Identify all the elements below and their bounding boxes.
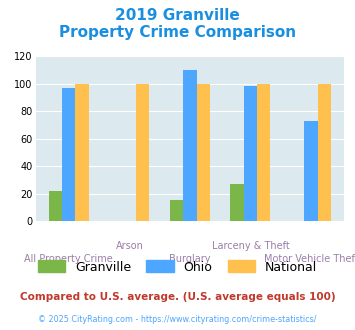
Bar [183, 70, 197, 221]
Text: © 2025 CityRating.com - https://www.cityrating.com/crime-statistics/: © 2025 CityRating.com - https://www.city… [38, 315, 317, 324]
Bar [197, 83, 210, 221]
Bar [230, 184, 244, 221]
Bar [318, 83, 331, 221]
Text: Motor Vehicle Theft: Motor Vehicle Theft [264, 254, 355, 264]
Text: Property Crime Comparison: Property Crime Comparison [59, 25, 296, 40]
Bar [136, 83, 149, 221]
Bar [257, 83, 271, 221]
Text: Burglary: Burglary [169, 254, 211, 264]
Bar [49, 191, 62, 221]
Legend: Granville, Ohio, National: Granville, Ohio, National [33, 255, 322, 279]
Bar [76, 83, 89, 221]
Bar [62, 88, 76, 221]
Bar [244, 86, 257, 221]
Text: 2019 Granville: 2019 Granville [115, 8, 240, 23]
Text: All Property Crime: All Property Crime [24, 254, 113, 264]
Bar [170, 200, 183, 221]
Text: Arson: Arson [115, 241, 143, 250]
Text: Larceny & Theft: Larceny & Theft [212, 241, 289, 250]
Bar [304, 121, 318, 221]
Text: Compared to U.S. average. (U.S. average equals 100): Compared to U.S. average. (U.S. average … [20, 292, 335, 302]
